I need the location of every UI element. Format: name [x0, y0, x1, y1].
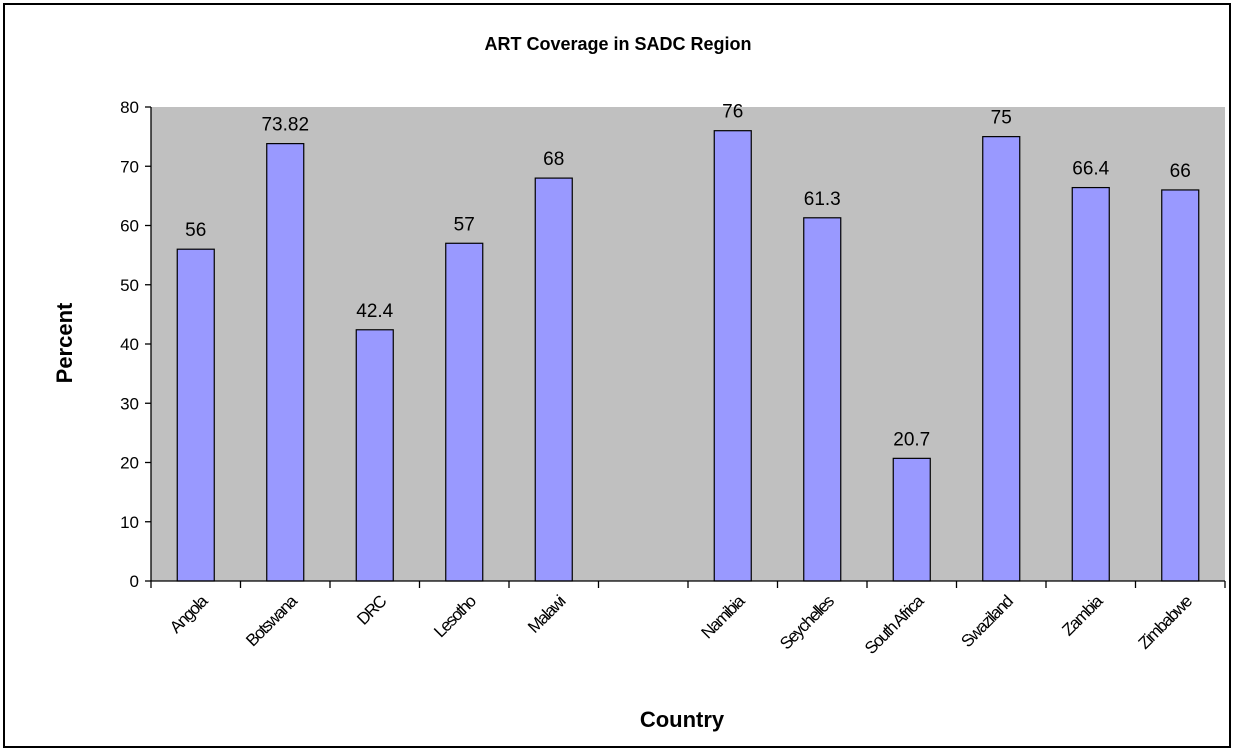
x-tick-label: Malawi — [524, 592, 569, 637]
x-tick-label: Zambia — [1058, 591, 1107, 640]
bar — [534, 177, 573, 582]
bar — [355, 329, 394, 582]
data-label: 61.3 — [804, 189, 841, 210]
bar — [266, 143, 305, 582]
data-label: 68 — [543, 149, 564, 170]
bar — [1161, 189, 1200, 582]
data-label: 20.7 — [893, 429, 930, 450]
y-tick-label: 0 — [130, 572, 139, 591]
bar — [176, 248, 215, 582]
data-label: 73.82 — [261, 115, 309, 136]
x-tick-label: Zimbabwe — [1135, 592, 1196, 653]
x-tick-label: DRC — [353, 592, 390, 629]
x-tick-label: Namibia — [697, 591, 749, 643]
y-tick-label: 50 — [120, 276, 139, 295]
bar — [892, 457, 931, 582]
y-tick-label: 60 — [120, 217, 139, 236]
bars-group — [176, 130, 1200, 582]
x-tick-label: Swaziland — [957, 592, 1016, 651]
x-tick-label: Seychelles — [776, 592, 838, 654]
data-labels-group: 56 73.82 42.4 57 68 76 61.3 20.7 75 66.4 66 — [185, 102, 1191, 451]
data-label: 76 — [722, 102, 743, 123]
plot-area — [151, 107, 1225, 581]
x-tick-label: Botswana — [242, 591, 301, 650]
bar — [713, 130, 752, 582]
y-tick-label: 10 — [120, 513, 139, 532]
x-axis-title: Country — [640, 707, 725, 732]
data-label: 66.4 — [1072, 159, 1109, 180]
x-tick-label: Angola — [166, 591, 212, 637]
bar — [803, 217, 842, 582]
chart-title: ART Coverage in SADC Region — [484, 34, 751, 54]
x-axis-ticks: Angola Botswana DRC Lesotho Malawi Namibia Sey… — [150, 581, 1226, 658]
x-tick-label: Lesotho — [430, 592, 480, 642]
data-label: 56 — [185, 220, 206, 241]
y-tick-label: 30 — [120, 394, 139, 413]
bar — [445, 242, 484, 582]
bar — [1071, 186, 1110, 582]
y-tick-label: 20 — [120, 454, 139, 473]
data-label: 57 — [454, 214, 475, 235]
x-tick-label: South Africa — [861, 591, 928, 658]
data-label: 42.4 — [356, 301, 393, 322]
y-axis-ticks: 0 10 20 30 40 50 60 70 80 — [120, 98, 151, 591]
y-tick-label: 40 — [120, 335, 139, 354]
data-label: 66 — [1170, 161, 1191, 182]
data-label: 75 — [991, 108, 1012, 129]
y-tick-label: 70 — [120, 157, 139, 176]
y-axis-title: Percent — [52, 302, 77, 383]
y-tick-label: 80 — [120, 98, 139, 117]
bar — [982, 136, 1021, 582]
